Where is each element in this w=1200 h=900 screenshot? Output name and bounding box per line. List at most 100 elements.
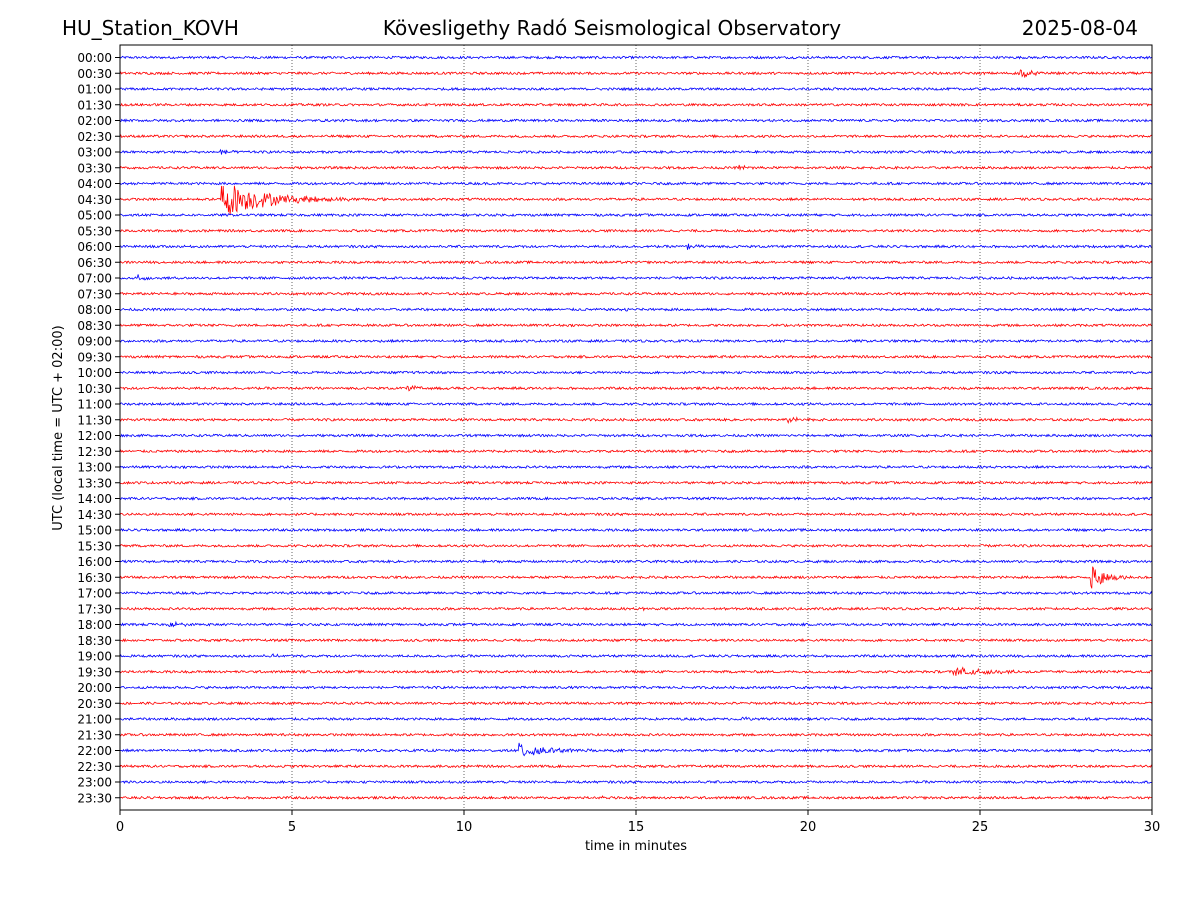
y-tick-label: 23:00	[77, 776, 112, 790]
y-tick-label: 16:30	[77, 571, 112, 585]
y-tick-label: 00:30	[77, 67, 112, 81]
y-tick-label: 07:00	[77, 272, 112, 286]
x-tick-label: 25	[972, 820, 989, 835]
trace-line	[119, 566, 1153, 589]
trace-line	[119, 323, 1153, 328]
y-tick-label: 22:00	[77, 744, 112, 758]
trace-line	[119, 212, 1153, 218]
trace-line	[119, 118, 1153, 123]
y-tick-label: 19:30	[77, 665, 112, 679]
y-tick-label: 20:30	[77, 697, 112, 711]
y-tick-label: 09:00	[77, 335, 112, 349]
y-tick-label: 09:30	[77, 350, 112, 364]
y-tick-label: 10:00	[77, 366, 112, 380]
trace-line	[119, 86, 1153, 92]
y-tick-label: 02:00	[77, 114, 112, 128]
trace-lines	[119, 55, 1153, 800]
station-label: HU_Station_KOVH	[62, 16, 239, 40]
trace-line	[119, 620, 1153, 628]
trace-line	[119, 228, 1153, 233]
trace-line	[119, 637, 1153, 643]
y-tick-label: 13:00	[77, 461, 112, 475]
trace-line	[119, 685, 1153, 690]
y-tick-label: 12:00	[77, 429, 112, 443]
y-tick-label: 08:30	[77, 319, 112, 333]
y-tick-label: 00:00	[77, 51, 112, 65]
trace-line	[119, 653, 1153, 659]
y-tick-label: 20:00	[77, 681, 112, 695]
y-tick-label: 03:30	[77, 161, 112, 175]
y-tick-label: 10:30	[77, 382, 112, 396]
y-tick-label: 03:00	[77, 146, 112, 160]
y-tick-label: 16:00	[77, 555, 112, 569]
y-tick-label: 14:00	[77, 492, 112, 506]
y-axis-label: UTC (local time = UTC + 02:00)	[51, 325, 66, 530]
x-tick-label: 20	[800, 820, 817, 835]
trace-line	[119, 559, 1153, 564]
trace-line	[119, 274, 1153, 281]
trace-line	[119, 795, 1153, 800]
trace-line	[119, 448, 1153, 454]
y-tick-label: 04:30	[77, 193, 112, 207]
x-tick-label: 15	[628, 820, 645, 835]
trace-line	[119, 164, 1153, 171]
y-tick-label: 23:30	[77, 791, 112, 805]
trace-line	[119, 763, 1153, 769]
y-tick-label: 21:00	[77, 713, 112, 727]
y-tick-label: 07:30	[77, 287, 112, 301]
trace-line	[119, 55, 1153, 60]
trace-line	[119, 307, 1153, 312]
grid-lines	[291, 45, 981, 810]
trace-line	[119, 543, 1153, 549]
y-tick-label: 08:00	[77, 303, 112, 317]
y-tick-label: 22:30	[77, 760, 112, 774]
y-tick-label: 17:30	[77, 602, 112, 616]
trace-line	[119, 384, 1153, 392]
trace-line	[119, 464, 1153, 470]
trace-line	[119, 527, 1153, 533]
y-tick-label: 04:00	[77, 177, 112, 191]
trace-line	[119, 779, 1153, 785]
trace-line	[119, 291, 1153, 297]
trace-line	[119, 370, 1153, 375]
x-tick-label: 30	[1144, 820, 1161, 835]
trace-line	[119, 102, 1153, 108]
trace-line	[119, 701, 1153, 706]
trace-line	[119, 666, 1153, 677]
trace-line	[119, 134, 1153, 139]
trace-line	[119, 716, 1153, 722]
trace-line	[119, 480, 1153, 485]
trace-line	[119, 416, 1153, 425]
trace-line	[119, 185, 1153, 215]
y-tick-label: 05:00	[77, 209, 112, 223]
trace-line	[119, 606, 1153, 612]
trace-line	[119, 260, 1153, 265]
y-tick-label: 15:00	[77, 524, 112, 538]
y-tick-label: 13:30	[77, 476, 112, 490]
trace-line	[119, 401, 1153, 407]
y-tick-label: 14:30	[77, 508, 112, 522]
trace-line	[119, 243, 1153, 250]
y-tick-label: 01:00	[77, 83, 112, 97]
y-tick-label: 06:30	[77, 256, 112, 270]
y-tick-label: 19:00	[77, 650, 112, 664]
y-tick-label: 12:30	[77, 445, 112, 459]
x-tick-label: 10	[456, 820, 473, 835]
y-tick-label: 18:30	[77, 634, 112, 648]
y-tick-label: 06:00	[77, 240, 112, 254]
trace-line	[119, 338, 1153, 344]
y-tick-label: 15:30	[77, 539, 112, 553]
trace-line	[119, 732, 1153, 737]
chart-title: Kövesligethy Radó Seismological Observat…	[382, 16, 842, 40]
trace-line	[119, 512, 1153, 517]
x-tick-label: 0	[116, 820, 124, 835]
y-tick-label: 11:30	[77, 413, 112, 427]
x-tick-label: 5	[288, 820, 296, 835]
y-tick-label: 18:00	[77, 618, 112, 632]
x-axis-label: time in minutes	[585, 839, 687, 854]
trace-line	[119, 742, 1153, 757]
trace-line	[119, 590, 1153, 596]
trace-line	[119, 433, 1153, 438]
